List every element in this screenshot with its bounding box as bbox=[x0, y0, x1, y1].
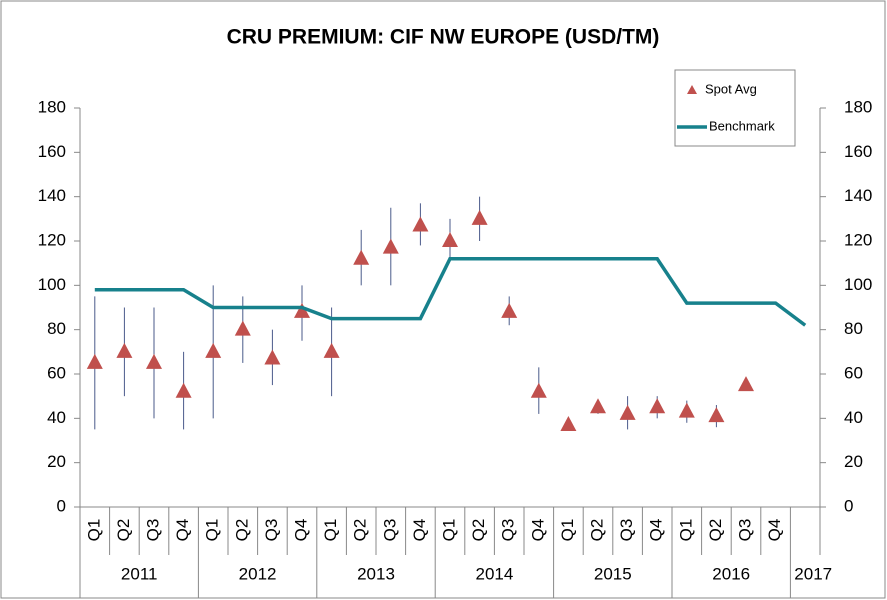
y2-tick-label: 60 bbox=[844, 363, 863, 382]
year-label: 2012 bbox=[239, 564, 277, 583]
spot-marker bbox=[116, 342, 133, 358]
y2-tick-label: 40 bbox=[844, 408, 863, 427]
x-tick-label: Q2 bbox=[114, 519, 133, 542]
x-tick-label: Q3 bbox=[499, 519, 518, 542]
spot-marker bbox=[442, 232, 458, 247]
legend-label: Benchmark bbox=[709, 118, 775, 133]
x-tick-label: Q4 bbox=[410, 519, 429, 542]
spot-marker bbox=[86, 353, 103, 369]
y2-tick-label: 100 bbox=[844, 275, 872, 294]
spot-marker bbox=[738, 376, 754, 392]
x-tick-label: Q1 bbox=[84, 519, 103, 542]
y-tick-label: 140 bbox=[38, 186, 66, 205]
y2-tick-label: 160 bbox=[844, 142, 872, 161]
spot-marker bbox=[323, 342, 340, 358]
x-tick-label: Q3 bbox=[380, 519, 399, 542]
y2-tick-label: 140 bbox=[844, 186, 872, 205]
spot-marker bbox=[678, 402, 695, 418]
x-tick-label: Q4 bbox=[647, 519, 666, 542]
x-tick-label: Q4 bbox=[528, 519, 547, 542]
y-tick-label: 120 bbox=[38, 230, 66, 249]
x-tick-label: Q2 bbox=[587, 519, 606, 542]
spot-marker bbox=[530, 382, 547, 398]
y2-tick-label: 20 bbox=[844, 452, 863, 471]
spot-marker bbox=[412, 216, 429, 232]
y2-tick-label: 120 bbox=[844, 230, 872, 249]
x-tick-label: Q1 bbox=[321, 519, 340, 542]
year-label: 2014 bbox=[475, 564, 513, 583]
spot-marker bbox=[294, 302, 310, 318]
x-tick-label: Q2 bbox=[232, 519, 251, 542]
year-label: 2015 bbox=[594, 564, 632, 583]
x-tick-label: Q4 bbox=[291, 519, 310, 542]
x-tick-label: Q3 bbox=[617, 519, 636, 542]
y-tick-label: 180 bbox=[38, 97, 66, 116]
spot-marker bbox=[501, 302, 518, 318]
x-tick-label: Q4 bbox=[765, 519, 784, 542]
x-tick-label: Q2 bbox=[351, 519, 370, 542]
x-tick-label: Q1 bbox=[558, 519, 577, 542]
year-label: 2016 bbox=[712, 564, 750, 583]
legend-label: Spot Avg bbox=[705, 81, 757, 96]
spot-marker bbox=[708, 407, 725, 423]
x-tick-label: Q3 bbox=[143, 519, 162, 542]
y-tick-label: 40 bbox=[47, 408, 66, 427]
spot-marker bbox=[649, 398, 666, 414]
benchmark-line bbox=[94, 256, 807, 327]
x-tick-label: Q1 bbox=[203, 519, 222, 542]
x-tick-label: Q4 bbox=[173, 519, 192, 542]
spot-marker bbox=[234, 320, 251, 336]
spot-marker bbox=[382, 238, 399, 254]
y2-tick-label: 0 bbox=[844, 496, 853, 515]
year-label: 2011 bbox=[121, 564, 158, 583]
y-tick-label: 20 bbox=[47, 452, 66, 471]
x-tick-label: Q3 bbox=[262, 519, 281, 542]
x-tick-label: Q3 bbox=[735, 519, 754, 542]
spot-marker bbox=[264, 349, 281, 365]
year-label: 2013 bbox=[357, 564, 395, 583]
y-tick-label: 80 bbox=[47, 319, 66, 338]
y2-tick-label: 180 bbox=[844, 97, 872, 116]
x-tick-label: Q1 bbox=[439, 519, 458, 542]
chart-title: CRU PREMIUM: CIF NW EUROPE (USD/TM) bbox=[227, 26, 660, 49]
spot-marker bbox=[146, 353, 162, 369]
spot-marker bbox=[590, 398, 606, 414]
legend-marker bbox=[687, 85, 697, 94]
y-tick-label: 60 bbox=[47, 363, 66, 382]
y-tick-label: 0 bbox=[57, 496, 66, 515]
year-label: 2017 bbox=[794, 564, 832, 583]
x-tick-label: Q2 bbox=[706, 519, 725, 542]
legend-box bbox=[674, 69, 796, 147]
x-tick-label: Q1 bbox=[676, 519, 695, 542]
y-tick-label: 100 bbox=[38, 275, 66, 294]
spot-marker bbox=[471, 209, 488, 225]
y2-tick-label: 80 bbox=[844, 319, 863, 338]
x-tick-label: Q2 bbox=[469, 519, 488, 542]
spot-marker bbox=[175, 382, 192, 398]
spot-marker bbox=[205, 342, 222, 358]
spot-marker bbox=[619, 404, 636, 420]
y-tick-label: 160 bbox=[38, 142, 66, 161]
spot-marker bbox=[560, 415, 577, 431]
spot-marker bbox=[353, 249, 370, 265]
